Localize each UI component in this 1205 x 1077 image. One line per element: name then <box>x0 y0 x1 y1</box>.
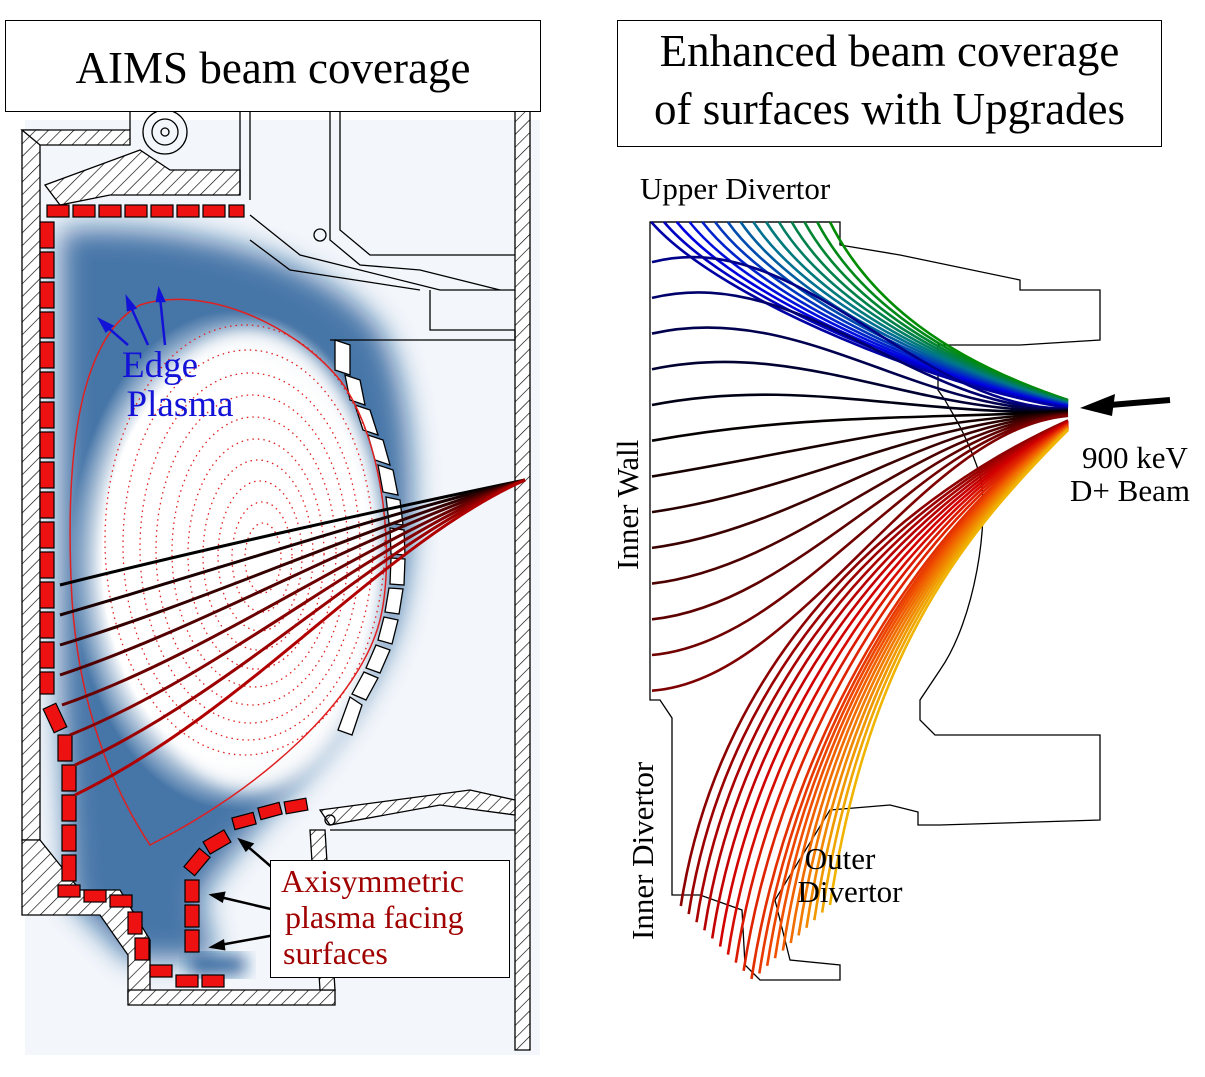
beam-trajectory <box>59 478 526 677</box>
beam-trajectory <box>59 478 526 587</box>
right-title-line1: Enhanced beam coverage <box>659 26 1120 76</box>
beam-trajectory <box>703 420 1069 931</box>
left-vessel-panel <box>20 109 540 1055</box>
beam-trajectory <box>69 478 526 737</box>
beam-trajectory <box>651 410 1069 442</box>
beam-trajectory <box>742 423 1069 972</box>
outer-divertor-line2: Divertor <box>797 873 903 909</box>
edge-plasma-label: Edge Plasma <box>110 345 250 425</box>
callout-line3: surfaces <box>283 935 388 971</box>
beam-energy-line2: D+ Beam <box>1070 472 1190 508</box>
beam-trajectory <box>820 428 1069 913</box>
beam-arrow <box>1080 394 1171 416</box>
beam-trajectory <box>765 221 1069 405</box>
beam-trajectory <box>651 412 1069 585</box>
beam-trajectory <box>74 478 526 797</box>
beam-trajectory <box>651 414 1069 693</box>
beam-trajectory <box>805 427 1069 928</box>
beam-energy-line1: 900 keV <box>1082 440 1188 475</box>
beam-coverage-shading <box>60 228 412 975</box>
beam-trajectory <box>74 478 526 767</box>
beam-trajectory <box>734 422 1069 963</box>
separatrix <box>69 298 388 846</box>
edge-plasma-arrows <box>96 285 167 346</box>
beam-trajectory <box>651 410 1069 478</box>
beam-trajectory <box>59 478 526 617</box>
right-panel <box>649 221 1171 981</box>
right-title-line2: of surfaces with Upgrades <box>653 84 1126 134</box>
beam-trajectory <box>726 422 1069 955</box>
beam-trajectory <box>651 326 1069 412</box>
callout-line2: plasma facing <box>285 899 464 935</box>
beam-trajectory <box>59 478 526 647</box>
beam-trajectory <box>828 429 1069 906</box>
beam-trajectory <box>651 393 1069 413</box>
upper-divertor-label: Upper Divertor <box>640 171 831 206</box>
inner-divertor-label: Inner Divertor <box>625 761 660 940</box>
beam-trajectory <box>679 419 1069 907</box>
enhanced-beam-fan <box>650 221 1069 980</box>
beam-energy-label: 900 keV D+ Beam <box>1055 440 1205 508</box>
callout-line1: Axisymmetric <box>281 863 465 899</box>
callout-box: Axisymmetric plasma facing surfaces <box>270 860 510 978</box>
edge-plasma-line2: Plasma <box>126 383 234 425</box>
edge-plasma-line1: Edge <box>121 345 199 386</box>
outer-divertor-label: Outer Divertor <box>790 841 910 909</box>
left-title-box: AIMS beam coverage <box>5 20 541 112</box>
beam-trajectory <box>710 421 1069 939</box>
beam-trajectory <box>651 255 1069 410</box>
beam-trajectory <box>687 419 1069 915</box>
beam-trajectory <box>695 420 1069 923</box>
beam-trajectory <box>651 413 1069 657</box>
beam-trajectory <box>61 478 526 707</box>
beam-trajectory <box>651 412 1069 550</box>
beam-trajectory <box>813 428 1069 921</box>
first-wall-tiles <box>39 204 309 988</box>
beam-trajectory <box>650 221 1069 410</box>
right-title-box: Enhanced beam coverage of surfaces with … <box>617 20 1162 147</box>
beam-trajectory <box>651 413 1069 621</box>
beam-trajectory <box>797 426 1069 936</box>
beam-trajectory <box>651 360 1069 412</box>
left-title: AIMS beam coverage <box>75 43 471 93</box>
beam-trajectory <box>718 421 1069 947</box>
beam-trajectory <box>651 291 1069 411</box>
inner-wall-label: Inner Wall <box>610 439 645 570</box>
outer-divertor-line1: Outer <box>804 841 876 876</box>
beam-trajectory <box>651 411 1069 514</box>
aims-beam-fan <box>59 478 526 797</box>
